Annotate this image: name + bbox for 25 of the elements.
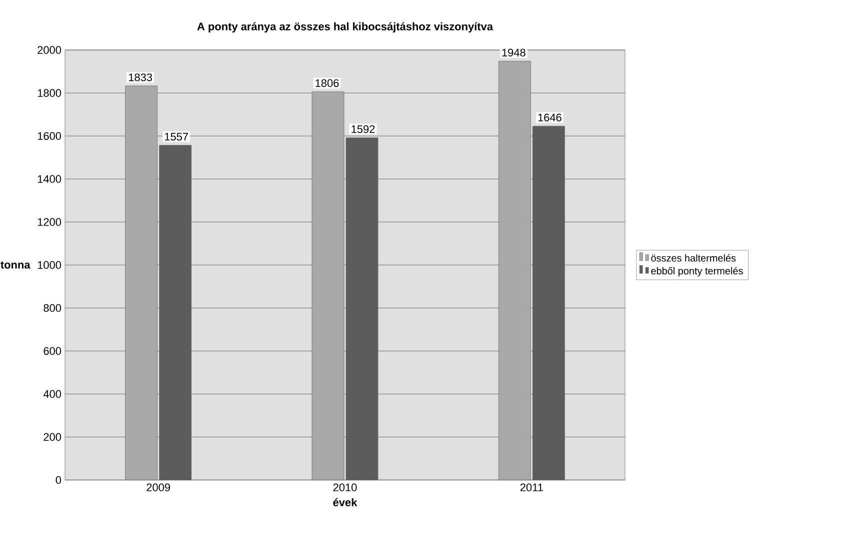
y-tick-label: 800 — [44, 304, 62, 312]
y-tick-label: 1600 — [38, 132, 62, 140]
y-tick-label: 1200 — [38, 218, 62, 226]
x-tick-label: 2011 — [520, 484, 543, 492]
y-tick-label: 1000 — [38, 261, 62, 269]
y-tick-label: 2000 — [38, 46, 62, 54]
y-tick-label: 0 — [56, 476, 62, 484]
legend-label: összes haltermelés — [651, 254, 736, 262]
data-label: 1833 — [128, 73, 152, 82]
data-label: 1592 — [352, 125, 375, 134]
y-tick-label: 400 — [43, 390, 62, 398]
data-label: 1557 — [164, 132, 188, 141]
y-tick-label: 1800 — [38, 89, 62, 97]
data-label: 1646 — [538, 114, 562, 122]
x-tick-label: 2010 — [333, 484, 357, 492]
y-tick-label: 1400 — [38, 175, 62, 183]
y-tick-label: 600 — [44, 347, 62, 355]
y-axis-title: tonna — [0, 261, 30, 269]
chart-title: A ponty aránya az összes hal kibocsájtáshoz viszonyítva — [197, 22, 494, 32]
data-label: 1806 — [316, 79, 339, 88]
legend-label: ebből ponty termelés — [651, 266, 743, 276]
data-label: 1948 — [502, 48, 526, 56]
x-tick-label: 2009 — [146, 484, 170, 492]
y-tick-label: 200 — [44, 433, 62, 441]
x-axis-title: évek — [333, 498, 358, 506]
